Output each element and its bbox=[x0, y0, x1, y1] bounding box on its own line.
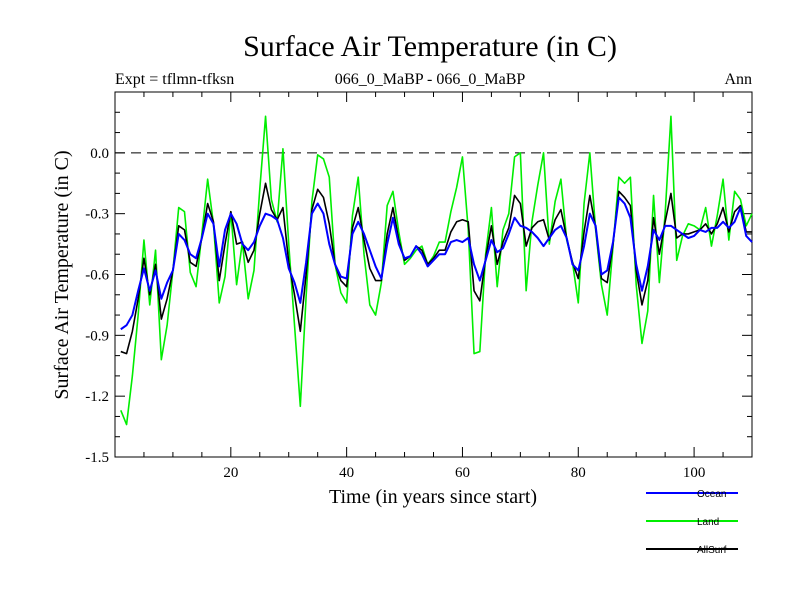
subtitle-left: Expt = tflmn-tfksn bbox=[115, 71, 234, 88]
series-line-land bbox=[120, 115, 753, 426]
subtitle-center: 066_0_MaBP - 066_0_MaBP bbox=[335, 71, 526, 88]
x-tick-label: 60 bbox=[455, 465, 470, 481]
y-tick-label: -0.9 bbox=[85, 328, 109, 344]
y-axis-label: Surface Air Temperature (in C) bbox=[51, 150, 73, 399]
x-tick-label: 80 bbox=[571, 465, 586, 481]
y-tick-label: -1.2 bbox=[85, 389, 109, 405]
y-tick-label: -0.3 bbox=[85, 207, 109, 223]
x-tick-label: 100 bbox=[683, 465, 706, 481]
y-tick-label: 0.0 bbox=[90, 146, 109, 162]
y-tick-label: -1.5 bbox=[85, 450, 109, 466]
subtitle-right: Ann bbox=[724, 71, 752, 88]
series-line-ocean bbox=[120, 196, 753, 331]
legend-label-land: Land bbox=[697, 517, 719, 528]
x-axis-label: Time (in years since start) bbox=[329, 486, 537, 508]
series-line-allsurf bbox=[120, 182, 752, 355]
legend-label-ocean: Ocean bbox=[697, 489, 726, 500]
plot-frame bbox=[114, 91, 753, 458]
plot-area: 20 40 60 80 100 -1.5 -1.2 -0.9 -0.6 -0.3 0.0 bbox=[85, 91, 753, 481]
y-tick-label: -0.6 bbox=[85, 268, 109, 284]
legend: Ocean Land AllSurf bbox=[646, 489, 738, 556]
x-tick-label: 20 bbox=[223, 465, 238, 481]
x-tick-label: 40 bbox=[339, 465, 354, 481]
chart-title: Surface Air Temperature (in C) bbox=[243, 30, 617, 63]
legend-label-allsurf: AllSurf bbox=[697, 545, 727, 556]
